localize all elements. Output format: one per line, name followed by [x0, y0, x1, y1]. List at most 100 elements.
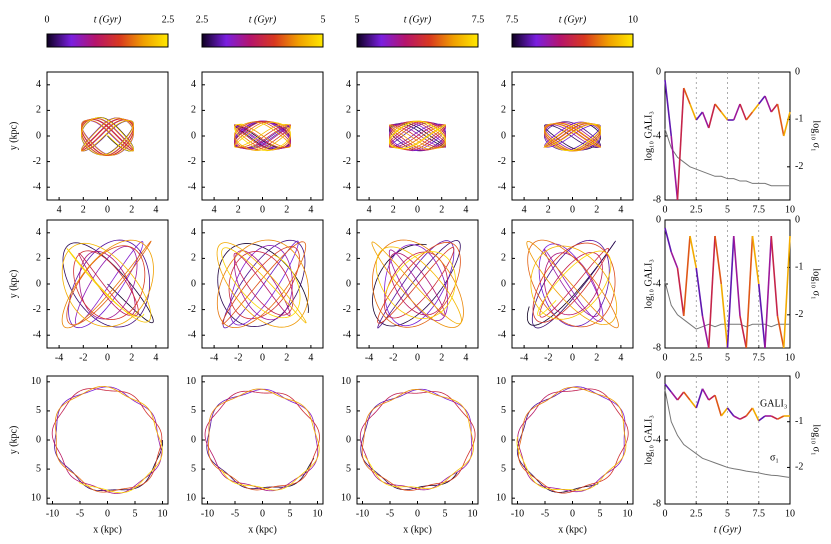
gali-segment [751, 407, 760, 422]
orbit-trace [447, 241, 455, 281]
orbit-trace [388, 260, 401, 297]
orbit-trace [578, 484, 597, 491]
y-tick-label: 2 [36, 253, 41, 264]
orbit-trace [287, 474, 304, 485]
orbit-trace [584, 389, 603, 396]
x-tick-label: -10 [201, 508, 214, 519]
y-tick-label: -2 [498, 156, 506, 167]
orbit-trace [535, 395, 548, 409]
x-tick-label: 10 [785, 352, 795, 363]
gali-segment [676, 87, 685, 201]
x-tick-label: 2 [236, 204, 241, 215]
orbit-panel: -4 -2 0 2 4 4 2 0 -2 -4 [33, 219, 169, 363]
y-tick-label: 0 [36, 130, 41, 141]
y-tick-label: -2 [343, 304, 351, 315]
y-axis-label: y (kpc) [8, 426, 19, 455]
orbit-trace [97, 487, 117, 494]
panel-frame [511, 71, 634, 201]
orbit-trace [216, 242, 241, 254]
orbit-trace [61, 246, 73, 292]
x-tick-label: -2 [79, 352, 87, 363]
x-tick-label: 2 [439, 352, 444, 363]
orbit-trace [262, 129, 290, 150]
y-tick-label: -8 [653, 498, 661, 509]
orbit-trace [233, 252, 239, 268]
orbit-trace [360, 439, 364, 459]
x-tick-label: 2.5 [690, 204, 703, 215]
orbit-trace [555, 125, 590, 146]
x-tick-label: 2 [594, 352, 599, 363]
orbit-trace [383, 273, 421, 323]
orbit-trace [312, 441, 320, 460]
gali-segment [670, 251, 679, 269]
orbit-trace [274, 241, 305, 265]
x-axis-label: x (kpc) [93, 524, 122, 535]
gali-segment [708, 394, 716, 401]
orbit-trace [543, 255, 554, 289]
orbit-trace [430, 268, 461, 319]
orbit-trace [269, 121, 291, 134]
gali-segment [726, 407, 735, 417]
orbit-trace [216, 257, 236, 311]
orbit-trace [377, 315, 384, 329]
orbit-trace [78, 482, 97, 488]
x-tick-label: 5 [725, 352, 730, 363]
orbit-trace [56, 403, 64, 422]
orbit-trace [314, 423, 320, 442]
gali-segment [683, 391, 691, 401]
orbit-trace [68, 292, 110, 329]
orbit-trace [465, 441, 475, 460]
orbit-trace [221, 469, 234, 483]
gali-segment [695, 267, 704, 317]
orbit-trace [234, 121, 263, 141]
orbit-trace [601, 395, 619, 407]
orbit-trace [555, 265, 586, 310]
y-tick-label: 5 [36, 405, 41, 416]
x-tick-label: -2 [544, 352, 552, 363]
y2-tick-label: -1 [795, 262, 803, 273]
orbit-trace [523, 406, 536, 421]
gali-segment [739, 103, 747, 121]
orbit-trace [61, 298, 69, 329]
x-tick-label: 0 [260, 352, 265, 363]
orbit-trace [589, 301, 601, 317]
gali-segment [720, 283, 729, 349]
gali-segment [695, 111, 704, 121]
orbit-trace [246, 280, 292, 326]
orbit-trace [112, 125, 134, 152]
orbit-trace [389, 481, 407, 491]
orbit-trace [588, 265, 612, 308]
x-axis-label: x (kpc) [248, 524, 277, 535]
orbit-trace [114, 256, 149, 305]
orbit-trace [148, 409, 156, 426]
orbit-trace [282, 136, 291, 148]
orbit-trace [526, 240, 541, 271]
y-axis-label: log₁₀ GALI₃ [643, 259, 654, 309]
orbit-trace [289, 396, 303, 411]
orbit-trace [132, 475, 148, 490]
orbit-trace [375, 243, 413, 283]
orbit-trace [528, 240, 563, 275]
y-tick-label: 0 [656, 370, 661, 381]
orbit-trace [312, 424, 319, 443]
orbit-trace [126, 307, 139, 316]
orbit-trace [285, 293, 307, 324]
y-tick-label: 10 [186, 376, 196, 387]
orbit-trace [575, 131, 601, 151]
orbit-trace [56, 455, 69, 470]
orbit-trace [54, 439, 58, 458]
orbit-trace [530, 473, 545, 488]
orbit-trace [361, 421, 369, 440]
colorbar-tick-label: 7.5 [506, 14, 519, 25]
gali-segment [770, 103, 779, 113]
orbit-trace [372, 268, 388, 320]
orbit-trace [234, 126, 256, 146]
orbit-panel: 4 2 0 2 4 4 2 0 -2 -4 [498, 71, 634, 215]
gali-segment [683, 87, 691, 105]
y-tick-label: 4 [346, 227, 351, 238]
orbit-trace [392, 392, 411, 396]
orbit-trace [133, 474, 150, 487]
colorbar-tick-label: 2.5 [162, 14, 175, 25]
orbit-trace [532, 313, 560, 329]
orbit-trace [536, 239, 580, 264]
